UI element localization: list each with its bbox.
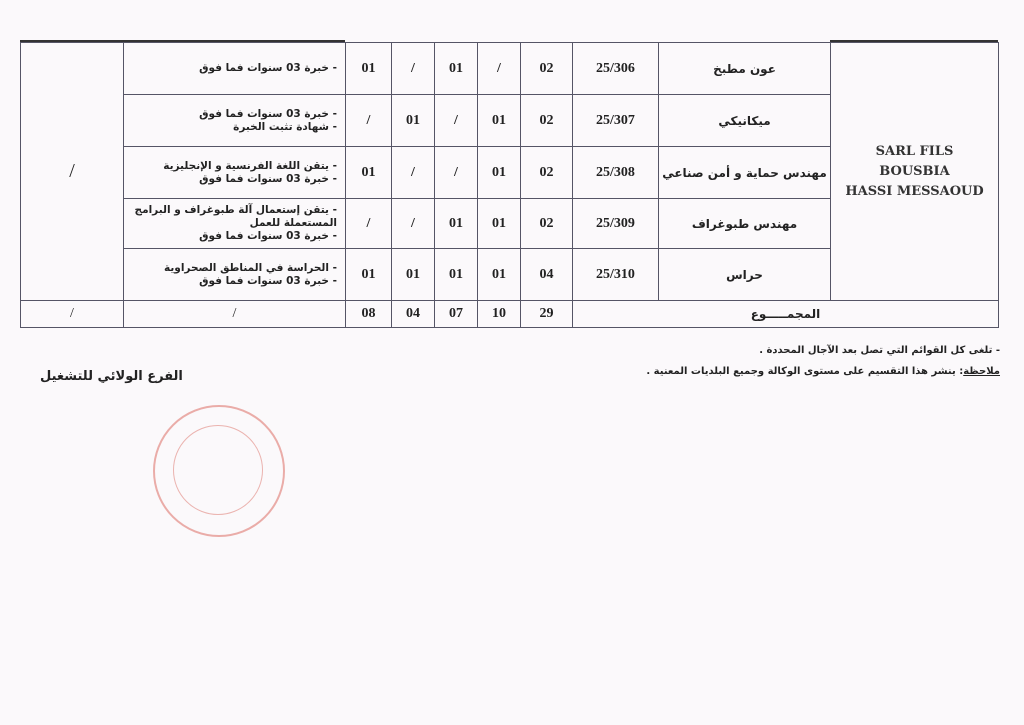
- post-name: حراس: [658, 248, 831, 301]
- note-line-1: - تلغى كل القوائم التي تصل بعد الآجال ال…: [759, 345, 1000, 356]
- requirement: خبرة 03 سنوات فما فوق: [124, 62, 337, 75]
- total-count: 08: [345, 300, 392, 328]
- note-line-2: ملاحظة: ينشر هذا التقسيم على مستوى الوكا…: [646, 366, 1000, 377]
- requirements-cell: الحراسة في المناطق الصحراويةخبرة 03 سنوا…: [123, 248, 346, 301]
- count-cell: /: [345, 198, 392, 249]
- count-cell: 02: [520, 42, 573, 95]
- company-name: SARL FILS BOUSBIA HASSI MESSAOUD: [830, 42, 999, 301]
- count-cell: 02: [520, 146, 573, 199]
- signature-title: الفرع الولائي للتشغيل: [40, 369, 183, 384]
- job-offers-table: /خبرة 03 سنوات فما فوق01/01/0225/306عون …: [20, 42, 999, 328]
- offer-code: 25/309: [572, 198, 659, 249]
- count-cell: 01: [345, 146, 392, 199]
- total-label: المجمـــــوع: [572, 300, 999, 328]
- post-name: مهندس طبوغراف: [658, 198, 831, 249]
- note-text: : ينشر هذا التقسيم على مستوى الوكالة وجم…: [646, 366, 964, 377]
- requirements-cell: يتقن اللغة الفرنسية و الإنجليزيةخبرة 03 …: [123, 146, 346, 199]
- offer-code: 25/307: [572, 94, 659, 147]
- count-cell: 01: [391, 94, 435, 147]
- requirements-cell: خبرة 03 سنوات فما فوق: [123, 42, 346, 95]
- count-cell: 01: [477, 248, 521, 301]
- requirement: خبرة 03 سنوات فما فوق: [124, 230, 337, 243]
- requirement: خبرة 03 سنوات فما فوق: [124, 275, 337, 288]
- total-side: /: [20, 300, 124, 328]
- count-cell: /: [434, 146, 478, 199]
- count-cell: 01: [391, 248, 435, 301]
- requirement: شهادة تثبت الخبرة: [124, 121, 337, 134]
- table-row: الحراسة في المناطق الصحراويةخبرة 03 سنوا…: [21, 248, 999, 301]
- table-row: يتقن اللغة الفرنسية و الإنجليزيةخبرة 03 …: [21, 146, 999, 199]
- count-cell: /: [391, 146, 435, 199]
- note-label: ملاحظة: [963, 366, 1000, 377]
- total-count: 29: [520, 300, 573, 328]
- requirement: يتقن اللغة الفرنسية و الإنجليزية: [124, 160, 337, 173]
- count-cell: 01: [345, 248, 392, 301]
- count-cell: 01: [345, 42, 392, 95]
- count-cell: /: [391, 198, 435, 249]
- side-cell: /: [20, 42, 124, 301]
- table-row: /خبرة 03 سنوات فما فوق01/01/0225/306عون …: [20, 42, 999, 301]
- requirements-cell: يتقن إستعمال آلة طبوغراف و البرامج المست…: [123, 198, 346, 249]
- company-line: HASSI MESSAOUD: [845, 183, 984, 199]
- total-count: 04: [391, 300, 435, 328]
- requirement: يتقن إستعمال آلة طبوغراف و البرامج المست…: [124, 204, 337, 230]
- official-stamp: [153, 405, 285, 537]
- offer-code: 25/306: [572, 42, 659, 95]
- company-line: BOUSBIA: [879, 163, 950, 179]
- count-cell: 01: [477, 146, 521, 199]
- top-border: [20, 40, 345, 43]
- offer-code: 25/308: [572, 146, 659, 199]
- top-border: [830, 40, 998, 43]
- post-name: عون مطبخ: [658, 42, 831, 95]
- requirement: خبرة 03 سنوات فما فوق: [124, 108, 337, 121]
- total-count: 07: [434, 300, 478, 328]
- count-cell: 01: [434, 42, 478, 95]
- count-cell: /: [391, 42, 435, 95]
- count-cell: /: [477, 42, 521, 95]
- table-row: يتقن إستعمال آلة طبوغراف و البرامج المست…: [21, 198, 999, 249]
- count-cell: /: [434, 94, 478, 147]
- total-count: 10: [477, 300, 521, 328]
- count-cell: 01: [434, 248, 478, 301]
- count-cell: 01: [477, 198, 521, 249]
- count-cell: 04: [520, 248, 573, 301]
- count-cell: /: [345, 94, 392, 147]
- requirement: الحراسة في المناطق الصحراوية: [124, 262, 337, 275]
- count-cell: 01: [477, 94, 521, 147]
- requirements-cell: خبرة 03 سنوات فما فوقشهادة تثبت الخبرة: [123, 94, 346, 147]
- total-req: /: [123, 300, 346, 328]
- requirement: خبرة 03 سنوات فما فوق: [124, 173, 337, 186]
- post-name: مهندس حماية و أمن صناعي: [658, 146, 831, 199]
- post-name: ميكانيكي: [658, 94, 831, 147]
- count-cell: 02: [520, 198, 573, 249]
- count-cell: 01: [434, 198, 478, 249]
- company-line: SARL FILS: [875, 143, 954, 159]
- total-row: //08 04 07 10 29 المجمـــــوع: [20, 300, 999, 328]
- offer-code: 25/310: [572, 248, 659, 301]
- count-cell: 02: [520, 94, 573, 147]
